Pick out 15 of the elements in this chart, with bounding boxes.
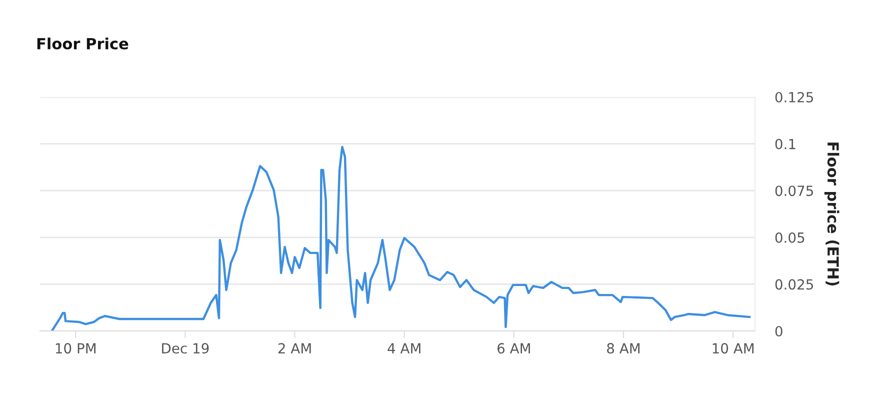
y-tick-label: 0.1 bbox=[775, 138, 796, 150]
y-tick-label: 0 bbox=[775, 326, 782, 336]
x-tick-label: 8 AM bbox=[607, 343, 640, 354]
y-tick-label: 0.025 bbox=[775, 279, 813, 290]
x-tick-label: Dec 19 bbox=[162, 343, 209, 354]
x-tick-label: 6 AM bbox=[498, 343, 530, 354]
x-tick-label: 10 AM bbox=[712, 343, 754, 354]
y-axis-title: Floor price (ETH) bbox=[824, 142, 840, 286]
x-tick-label: 2 AM bbox=[278, 343, 311, 354]
chart-title: Floor Price bbox=[37, 38, 128, 50]
y-tick-label: 0.075 bbox=[775, 186, 813, 196]
x-tick-label: 10 PM bbox=[56, 343, 96, 354]
y-tick-label: 0.125 bbox=[775, 92, 813, 102]
y-tick-label: 0.05 bbox=[775, 232, 804, 243]
x-tick-label: 4 AM bbox=[388, 343, 420, 354]
